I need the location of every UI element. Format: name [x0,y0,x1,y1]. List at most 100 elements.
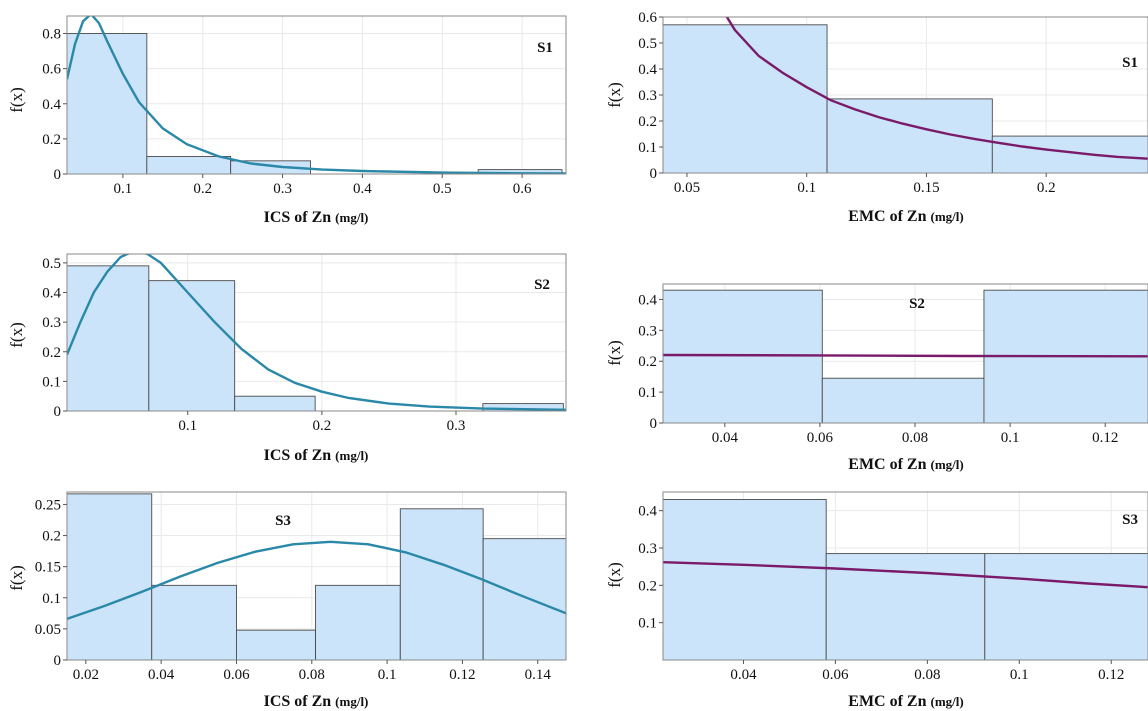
histogram-bar [67,493,153,660]
x-tick-label: 0.1 [797,180,816,196]
x-tick-label: 0.5 [433,181,452,197]
panel-label: S2 [534,277,550,293]
y-tick-label: 0.3 [638,323,657,339]
x-axis-label: ICS of Zn (mg/l) [264,447,369,464]
x-tick-label: 0.02 [73,667,99,683]
histogram-bar [482,538,566,660]
y-tick-label: 0.4 [42,286,61,302]
x-tick-label: 0.1 [114,181,133,197]
plot-frame [66,491,567,661]
x-tick-label: 0.12 [1098,667,1124,683]
y-tick-label: 0.1 [42,591,61,607]
x-axis-label: EMC of Zn (mg/l) [848,208,963,225]
y-axis-label: f(x) [605,82,624,107]
x-tick-label: 0.2 [312,418,331,434]
x-tick-label: 0.04 [730,667,757,683]
y-tick-label: 0 [54,167,62,183]
y-tick-label: 0.2 [638,578,657,594]
histogram-bar [663,499,827,660]
y-axis-label: f(x) [7,565,26,590]
histogram-bar [146,155,232,174]
y-tick-label: 0.6 [638,10,657,26]
x-tick-label: 0.6 [513,181,532,197]
y-tick-label: 0.3 [638,541,657,557]
x-tick-label: 0.2 [193,181,212,197]
x-tick-label: 0.08 [914,667,940,683]
chart-panel-3: 0.1 0.2 0.3 0 0.1 0.2 0.3 0.4 0.5 ICS of Zn (mg/l… [7,253,567,464]
histogram-bar [151,584,237,660]
histogram-bar [67,265,150,411]
y-tick-label: 0 [650,166,658,182]
histogram-bar [234,395,316,411]
x-tick-label: 0.12 [449,667,475,683]
fitted-pdf-curve [663,353,1148,358]
y-tick-label: 0 [54,404,62,420]
x-tick-label: 0.05 [674,180,700,196]
panel-label: S1 [1122,55,1138,71]
y-tick-label: 0.15 [35,560,61,576]
chart-panel-1: 0.1 0.2 0.3 0.4 0.5 0.6 0 0.2 0.4 0.6 0.8 ICS of Zn… [7,15,567,226]
y-tick-label: 0.8 [42,27,61,43]
plot-frame [66,253,567,412]
x-axis-label: EMC of Zn (mg/l) [848,456,963,473]
plot-frame [662,491,1148,661]
chart-panel-5: 0.02 0.04 0.06 0.08 0.1 0.12 0.14 0 0.05 0.1 0.15 0… [7,491,567,710]
x-tick-label: 0.06 [807,430,834,446]
histogram-bar [826,98,993,173]
y-axis-label: f(x) [7,87,26,112]
histogram-bar [148,280,236,411]
x-tick-label: 0.1 [1001,430,1020,446]
histogram-bar [663,24,828,173]
y-tick-label: 0.25 [35,497,61,513]
y-axis-label: f(x) [605,340,624,365]
y-tick-label: 0.2 [42,529,61,545]
histogram-bar [984,553,1148,660]
y-tick-label: 0.2 [42,132,61,148]
x-axis-label: ICS of Zn (mg/l) [264,209,369,226]
panel-label: S2 [909,296,925,312]
fitted-pdf-curve [725,17,1148,160]
fitted-pdf-curve [663,561,1148,589]
x-tick-label: 0.08 [299,667,325,683]
x-tick-label: 0.12 [1092,430,1118,446]
y-axis-label: f(x) [605,562,624,587]
x-tick-label: 0.06 [223,667,250,683]
fitted-pdf-curve [67,254,566,411]
y-tick-label: 0.3 [638,88,657,104]
y-tick-label: 0.1 [42,374,61,390]
x-tick-label: 0.1 [1010,667,1029,683]
x-tick-label: 0.3 [273,181,292,197]
y-tick-label: 0.5 [638,36,657,52]
y-tick-label: 0.4 [42,97,61,113]
y-tick-label: 0.6 [42,62,61,78]
x-tick-label: 0.3 [447,418,466,434]
x-tick-label: 0.04 [712,430,739,446]
histogram-bar [821,377,985,423]
plot-frame [662,283,1148,424]
y-tick-label: 0.2 [42,345,61,361]
y-tick-label: 0.2 [638,114,657,130]
histogram-bar [663,289,823,423]
y-tick-label: 0.05 [35,622,61,638]
panel-label: S1 [537,40,553,56]
panel-label: S3 [275,513,291,529]
x-tick-label: 0.2 [1037,180,1056,196]
y-tick-label: 0.3 [42,315,61,331]
plot-frame [66,15,567,175]
x-tick-label: 0.15 [913,180,939,196]
x-tick-label: 0.4 [353,181,372,197]
y-axis-label: f(x) [7,322,26,347]
histogram-bar [67,33,148,174]
x-tick-label: 0.04 [148,667,175,683]
x-tick-label: 0.1 [178,418,197,434]
y-tick-label: 0 [650,416,658,432]
x-tick-label: 0.1 [378,667,397,683]
y-tick-label: 0.4 [638,292,657,308]
x-tick-label: 0.08 [902,430,928,446]
histogram-bar [825,553,986,660]
y-tick-label: 0.1 [638,385,657,401]
histogram-bar [399,508,484,660]
fitted-pdf-curve [67,540,566,621]
histogram-bar [315,584,401,660]
